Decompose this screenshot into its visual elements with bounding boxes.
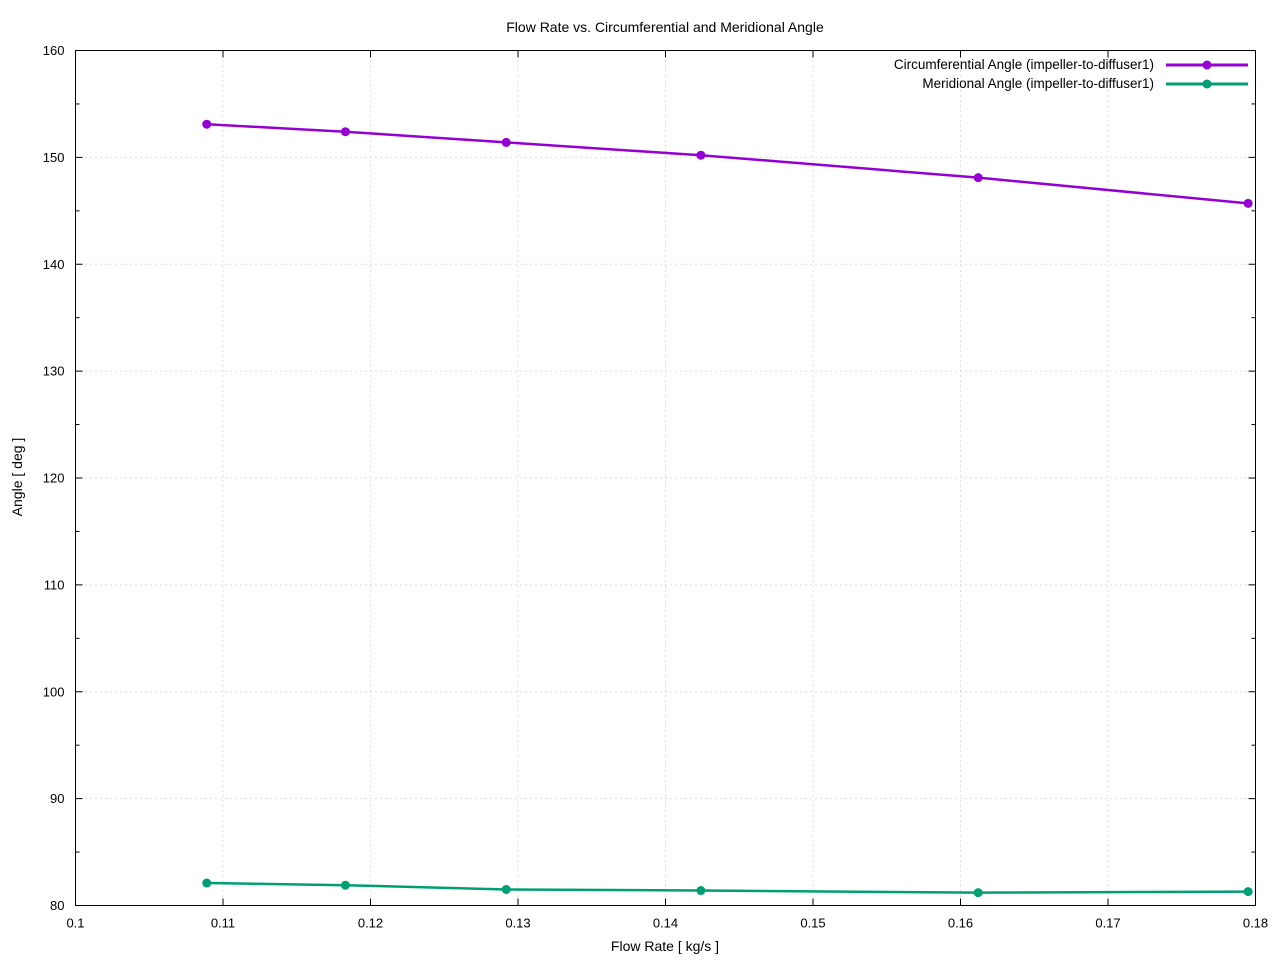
y-tick-label: 110 <box>44 577 65 592</box>
x-tick-label: 0.15 <box>800 916 825 931</box>
x-tick-label: 0.11 <box>211 916 235 931</box>
x-tick-label: 0.12 <box>358 916 383 931</box>
x-tick-label: 0.14 <box>653 916 678 931</box>
x-tick-label: 0.13 <box>505 916 530 931</box>
data-point <box>501 884 511 894</box>
y-tick-label: 90 <box>50 791 64 806</box>
data-point <box>340 880 350 890</box>
series-line-meridional <box>206 881 1249 894</box>
y-axis-label: Angle [ deg ] <box>9 437 25 517</box>
y-tick-label: 120 <box>43 471 65 486</box>
chart-title: Flow Rate vs. Circumferential and Meridi… <box>506 19 824 35</box>
y-tick-label: 100 <box>43 684 65 699</box>
data-point <box>202 119 212 129</box>
legend-sample-line-circumferential <box>1166 60 1248 70</box>
y-tick-label: 160 <box>43 43 65 58</box>
x-tick-label: 0.17 <box>1095 916 1120 931</box>
y-tick-label: 80 <box>50 898 64 913</box>
y-tick-label: 150 <box>43 150 65 165</box>
y-tick-label: 140 <box>43 257 65 272</box>
data-point <box>973 888 983 898</box>
series-line-circumferential <box>206 122 1249 205</box>
legend-entry-meridional: Meridional Angle (impeller-to-diffuser1) <box>894 75 1250 93</box>
legend: Circumferential Angle (impeller-to-diffu… <box>894 56 1250 93</box>
data-point <box>340 127 350 137</box>
x-axis-label: Flow Rate [ kg/s ] <box>610 938 720 954</box>
data-point <box>973 173 983 183</box>
data-point <box>1243 198 1253 208</box>
x-tick-label: 0.18 <box>1243 916 1268 931</box>
data-point <box>1243 887 1253 897</box>
data-point <box>202 878 212 888</box>
data-point <box>501 137 511 147</box>
data-point <box>696 150 706 160</box>
legend-sample-line-meridional <box>1166 79 1248 89</box>
legend-label-circumferential: Circumferential Angle (impeller-to-diffu… <box>893 57 1154 72</box>
x-tick-label: 0.16 <box>948 916 973 931</box>
legend-entry-circumferential: Circumferential Angle (impeller-to-diffu… <box>894 56 1250 74</box>
data-point <box>696 886 706 896</box>
x-tick-label: 0.1 <box>66 916 84 931</box>
legend-label-meridional: Meridional Angle (impeller-to-diffuser1) <box>922 76 1154 91</box>
y-tick-label: 130 <box>43 364 65 379</box>
